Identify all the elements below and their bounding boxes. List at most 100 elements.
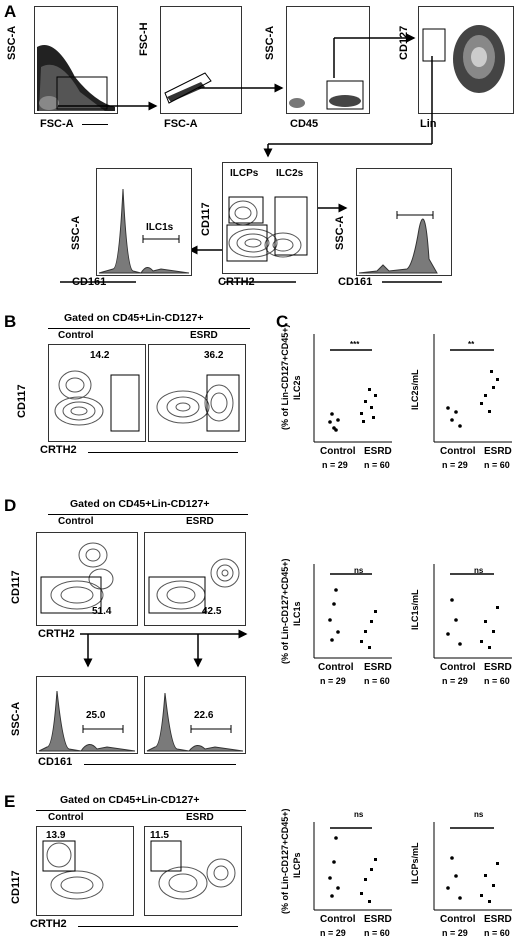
a7-ylabel: SSC-A xyxy=(334,215,346,250)
hist-ilc2-cd161 xyxy=(356,168,452,276)
d-hist-ylabel: SSC-A xyxy=(10,701,22,736)
d-right-sig: ns xyxy=(474,566,484,575)
d-right-control: Control xyxy=(440,662,476,673)
e-left-n-esrd: n = 60 xyxy=(364,928,390,938)
d-hist-xlabel: CD161 xyxy=(38,756,73,768)
d-esrd-contour xyxy=(144,532,246,626)
c-left-ylabel: ILC2s xyxy=(292,375,302,400)
contour-plot xyxy=(54,370,140,432)
e-right-ylabel: ILCPs/mL xyxy=(410,842,420,884)
contour-plot xyxy=(148,558,240,614)
a6-ylabel: CD117 xyxy=(200,202,212,236)
d-control-hist xyxy=(36,676,138,754)
d-left-n-esrd: n = 60 xyxy=(364,676,390,686)
e-right-n-control: n = 29 xyxy=(442,928,468,938)
a7-xlabel: CD161 xyxy=(338,276,373,288)
a5-ylabel: SSC-A xyxy=(70,215,82,250)
ilcp-gate-label: ILCPs xyxy=(230,168,259,179)
b-esrd-value: 36.2 xyxy=(204,350,224,361)
a1-xlabel: FSC-A xyxy=(40,118,74,130)
e-control-contour xyxy=(36,826,134,916)
c-right-dotplot xyxy=(433,334,512,443)
d-ylabel: CD117 xyxy=(10,570,22,604)
d-esrd-hist-value: 22.6 xyxy=(194,710,214,721)
panel-a-arrows xyxy=(58,33,442,283)
e-right-esrd: ESRD xyxy=(484,914,512,925)
b-ylabel: CD117 xyxy=(16,384,28,418)
d-control-hist-value: 25.0 xyxy=(86,710,106,721)
b-title-rule xyxy=(48,328,250,329)
e-title-rule xyxy=(36,810,246,811)
d-esrd-label: ESRD xyxy=(186,516,214,527)
d-right-dotplot xyxy=(433,564,512,659)
panel-d-label: D xyxy=(4,496,17,515)
c-right-control: Control xyxy=(440,446,476,457)
ilcp-ilc2-contour xyxy=(226,196,308,262)
c-right-n-control: n = 29 xyxy=(442,460,468,470)
a1-x-arrow xyxy=(82,124,108,125)
d-right-esrd: ESRD xyxy=(484,662,512,673)
a6-xlabel: CRTH2 xyxy=(218,276,255,288)
e-right-control: Control xyxy=(440,914,476,925)
scatter-lin-cd127 xyxy=(418,6,514,114)
e-xlabel: CRTH2 xyxy=(30,918,67,930)
hist-ilc1 xyxy=(96,168,192,276)
scatter-cd45-ssc xyxy=(286,6,370,114)
e-esrd-label: ESRD xyxy=(186,812,214,823)
d-left-ylabel: ILC1s xyxy=(292,601,302,626)
a2-xlabel: FSC-A xyxy=(164,118,198,130)
e-control-label: Control xyxy=(48,812,84,823)
e-esrd-contour xyxy=(144,826,242,916)
d-control-value: 51.4 xyxy=(92,606,112,617)
d-esrd-value: 42.5 xyxy=(202,606,222,617)
panel-b-label: B xyxy=(4,312,17,331)
contour-plot xyxy=(42,840,104,900)
b-x-arrow xyxy=(88,452,238,453)
d-left-sig: ns xyxy=(354,566,364,575)
e-right-dotplot xyxy=(433,822,512,911)
d-right-ylabel: ILC1s/mL xyxy=(410,589,420,630)
contour-plot xyxy=(156,374,240,432)
contour-plot xyxy=(40,542,114,614)
e-left-dotplot xyxy=(313,822,392,911)
e-left-esrd: ESRD xyxy=(364,914,392,925)
c-left-dotplot xyxy=(313,334,392,443)
ilc2-gate-label: ILC2s xyxy=(276,168,304,179)
e-control-value: 13.9 xyxy=(46,830,66,841)
b-title: Gated on CD45+Lin-CD127+ xyxy=(64,312,204,324)
e-left-control: Control xyxy=(320,914,356,925)
c-left-control: Control xyxy=(320,446,356,457)
d-control-label: Control xyxy=(58,516,94,527)
d-title: Gated on CD45+Lin-CD127+ xyxy=(70,498,210,510)
b-esrd-label: ESRD xyxy=(190,330,218,341)
e-left-sig: ns xyxy=(354,810,364,819)
e-left-ylabel: ILCPs xyxy=(292,852,302,878)
c-left-esrd: ESRD xyxy=(364,446,392,457)
d-left-control: Control xyxy=(318,662,354,673)
d-left-esrd: ESRD xyxy=(364,662,392,673)
c-right-n-esrd: n = 60 xyxy=(484,460,510,470)
d-right-n-control: n = 29 xyxy=(442,676,468,686)
d-arrows xyxy=(80,629,248,668)
c-left-n-control: n = 29 xyxy=(322,460,348,470)
e-left-n-control: n = 29 xyxy=(320,928,346,938)
panel-a-label: A xyxy=(4,2,17,21)
e-right-sig: ns xyxy=(474,810,484,819)
scatter-fsca-fsch xyxy=(160,6,242,114)
panel-c-label: C xyxy=(276,312,289,331)
d-left-dotplot xyxy=(313,564,392,659)
a5-xlabel: CD161 xyxy=(72,276,107,288)
cd161-histogram xyxy=(38,690,136,752)
c-left-sig: *** xyxy=(350,340,360,349)
e-x-arrow xyxy=(78,926,238,927)
d-left-ysub: (% of Lin-CD127+CD45+) xyxy=(280,558,290,664)
ilc2-histogram xyxy=(358,211,438,274)
b-xlabel: CRTH2 xyxy=(40,444,77,456)
c-left-ysub: (% of Lin-CD127+CD45+) xyxy=(280,324,290,430)
contour-crth2-cd117 xyxy=(222,162,318,274)
e-left-ysub: (% of Lin-CD127+CD45+) xyxy=(280,808,290,914)
c-right-esrd: ESRD xyxy=(484,446,512,457)
density-plot xyxy=(37,45,115,111)
c-left-n-esrd: n = 60 xyxy=(364,460,390,470)
cd161-histogram xyxy=(146,692,244,752)
